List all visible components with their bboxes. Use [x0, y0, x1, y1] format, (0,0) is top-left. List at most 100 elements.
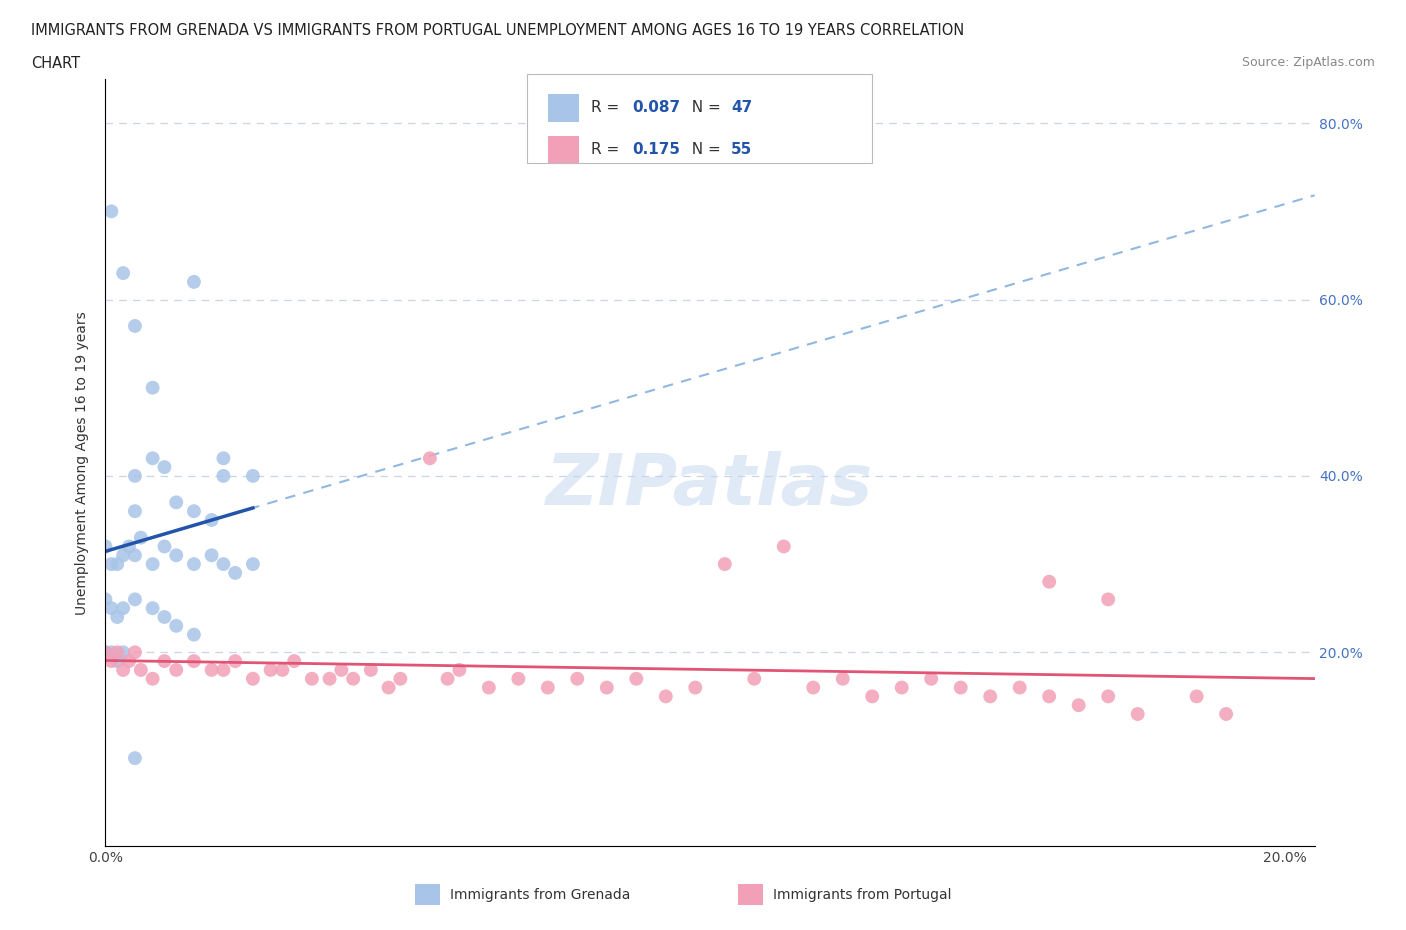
- Text: Source: ZipAtlas.com: Source: ZipAtlas.com: [1241, 56, 1375, 69]
- Point: [713, 557, 735, 572]
- Point: [94, 591, 117, 606]
- Point: [596, 680, 619, 695]
- Point: [94, 644, 117, 659]
- Point: [242, 469, 264, 484]
- Point: [742, 671, 765, 686]
- Point: [112, 662, 135, 677]
- Point: [165, 662, 187, 677]
- Point: [105, 654, 128, 669]
- Point: [124, 751, 146, 765]
- Point: [201, 662, 224, 677]
- Point: [1008, 680, 1031, 695]
- Point: [183, 504, 205, 519]
- Point: [153, 654, 176, 669]
- Point: [419, 451, 441, 466]
- Point: [124, 548, 146, 563]
- Point: [142, 451, 165, 466]
- Point: [537, 680, 560, 695]
- Point: [330, 662, 353, 677]
- Point: [124, 644, 146, 659]
- Point: [949, 680, 972, 695]
- Point: [478, 680, 501, 695]
- Point: [112, 644, 135, 659]
- Point: [100, 644, 122, 659]
- Point: [979, 689, 1001, 704]
- Point: [212, 557, 235, 572]
- Point: [1097, 689, 1119, 704]
- Text: IMMIGRANTS FROM GRENADA VS IMMIGRANTS FROM PORTUGAL UNEMPLOYMENT AMONG AGES 16 T: IMMIGRANTS FROM GRENADA VS IMMIGRANTS FR…: [31, 23, 965, 38]
- Point: [183, 557, 205, 572]
- Point: [100, 654, 122, 669]
- Point: [105, 609, 128, 624]
- Point: [129, 530, 152, 545]
- Point: [271, 662, 294, 677]
- Point: [772, 539, 794, 554]
- Point: [153, 609, 176, 624]
- Point: [183, 654, 205, 669]
- Point: [112, 266, 135, 281]
- Point: [94, 539, 117, 554]
- Point: [165, 495, 187, 510]
- Point: [301, 671, 323, 686]
- Point: [1067, 698, 1090, 712]
- Point: [1038, 689, 1060, 704]
- Point: [212, 451, 235, 466]
- Point: [201, 512, 224, 527]
- Point: [100, 601, 122, 616]
- Point: [920, 671, 942, 686]
- Text: 0.175: 0.175: [633, 142, 681, 157]
- Point: [436, 671, 458, 686]
- Point: [224, 565, 246, 580]
- Y-axis label: Unemployment Among Ages 16 to 19 years: Unemployment Among Ages 16 to 19 years: [76, 311, 90, 615]
- Point: [685, 680, 707, 695]
- Point: [105, 557, 128, 572]
- Point: [259, 662, 281, 677]
- Text: 55: 55: [731, 142, 752, 157]
- Point: [1215, 707, 1237, 722]
- Point: [508, 671, 530, 686]
- Point: [1185, 689, 1208, 704]
- Point: [377, 680, 399, 695]
- Point: [165, 618, 187, 633]
- Point: [153, 459, 176, 474]
- Point: [118, 654, 141, 669]
- Point: [655, 689, 678, 704]
- Point: [801, 680, 824, 695]
- Point: [165, 548, 187, 563]
- Point: [142, 671, 165, 686]
- Point: [890, 680, 912, 695]
- Text: 47: 47: [731, 100, 752, 115]
- Point: [318, 671, 340, 686]
- Point: [124, 469, 146, 484]
- Point: [224, 654, 246, 669]
- Point: [831, 671, 853, 686]
- Point: [124, 591, 146, 606]
- Text: 0.087: 0.087: [633, 100, 681, 115]
- Point: [142, 601, 165, 616]
- Point: [153, 539, 176, 554]
- Point: [360, 662, 382, 677]
- Point: [118, 539, 141, 554]
- Point: [183, 627, 205, 642]
- Point: [129, 662, 152, 677]
- Point: [1126, 707, 1149, 722]
- Text: Immigrants from Grenada: Immigrants from Grenada: [450, 887, 630, 902]
- Point: [567, 671, 589, 686]
- Text: N =: N =: [682, 100, 725, 115]
- Point: [124, 504, 146, 519]
- Point: [242, 671, 264, 686]
- Point: [112, 548, 135, 563]
- Point: [626, 671, 648, 686]
- Text: R =: R =: [591, 100, 624, 115]
- Text: CHART: CHART: [31, 56, 80, 71]
- Text: ZIPatlas: ZIPatlas: [547, 451, 873, 520]
- Point: [100, 204, 122, 219]
- Point: [242, 557, 264, 572]
- Point: [283, 654, 305, 669]
- Text: R =: R =: [591, 142, 628, 157]
- Point: [212, 662, 235, 677]
- Point: [183, 274, 205, 289]
- Point: [342, 671, 364, 686]
- Point: [201, 548, 224, 563]
- Text: N =: N =: [682, 142, 725, 157]
